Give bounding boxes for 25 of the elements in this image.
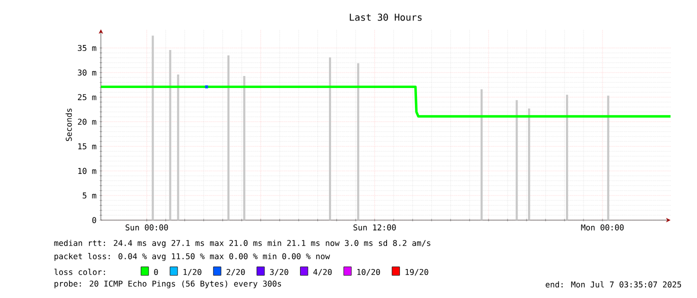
y-tick-label: 35 m (78, 45, 96, 52)
legend-label: 2/20 (226, 269, 245, 276)
legend-label: 3/20 (270, 269, 288, 276)
legend-label: 10/20 (357, 269, 380, 276)
legend-label: 0 (154, 269, 158, 276)
y-tick-label: 20 m (78, 118, 96, 125)
legend-title: loss color: (54, 268, 105, 276)
y-tick-label: 15 m (78, 144, 96, 150)
legend-label: 19/20 (406, 269, 428, 276)
y-tick-label: 10 m (78, 168, 96, 174)
text: probe: 20 ICMP Echo Pings (56 Bytes) every 300s (54, 280, 282, 288)
y-tick-label: 25 m (78, 94, 96, 100)
chart-title: Last 30 Hours (350, 14, 422, 21)
text: median rtt: 24.4 ms avg 27.1 ms max 21.0 ms min 21.1 ms now 3.0 ms sd 8.2 am/s (54, 240, 430, 248)
x-tick-label: Mon 00:00 (581, 224, 624, 231)
y-tick-label: 0 (92, 217, 96, 224)
legend-label: 4/20 (313, 269, 332, 276)
y-tick-label: 5 m (82, 192, 96, 199)
y-axis-title: Seconds (66, 108, 72, 142)
y-tick-label: 30 m (78, 70, 96, 76)
text: packet loss: 0.04 % avg 11.50 % max 0.00 % min 0.00 % now (54, 253, 330, 262)
text: end: Mon Jul 7 03:35:07 2025 (546, 281, 682, 288)
legend-label: 1/20 (184, 269, 202, 276)
x-tick-label: Sun 00:00 (126, 224, 168, 231)
x-tick-label: Sun 12:00 (354, 224, 396, 231)
